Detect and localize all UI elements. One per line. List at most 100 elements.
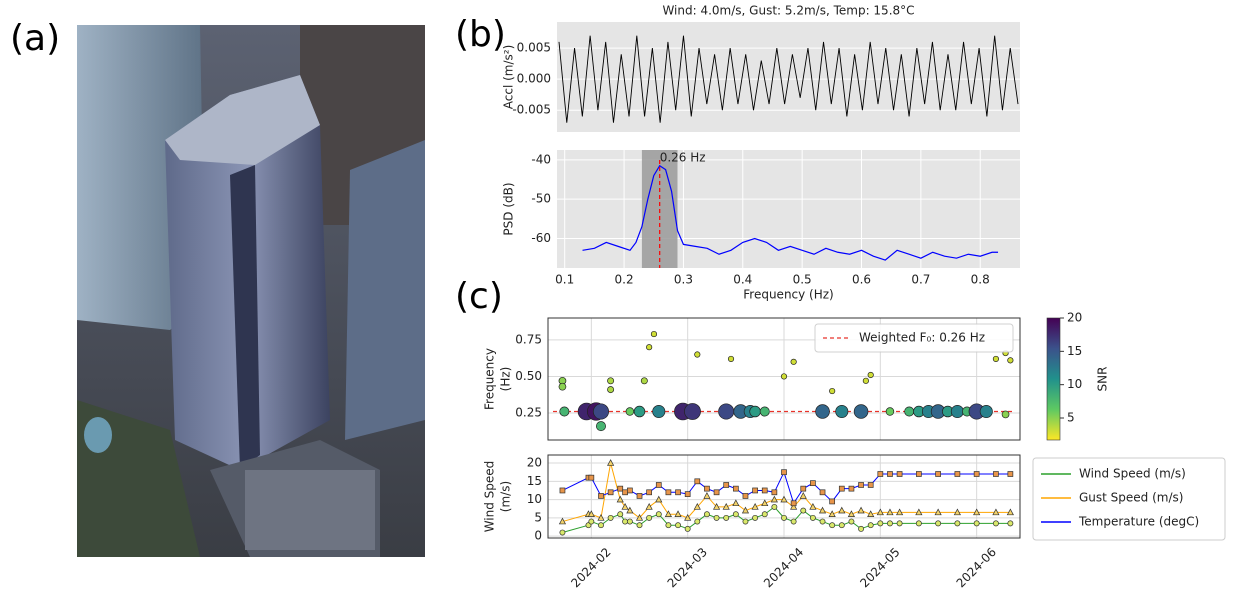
- y-axis-label: PSD (dB): [502, 182, 516, 235]
- data-point: [607, 386, 615, 394]
- building-photo: [77, 25, 425, 557]
- data-point: [607, 489, 614, 496]
- data-point: [934, 508, 942, 516]
- data-point: [904, 406, 915, 417]
- plot-background: [557, 150, 1020, 268]
- data-point: [694, 478, 701, 485]
- data-point: [684, 525, 691, 532]
- legend-label: Temperature (degC): [1078, 515, 1199, 529]
- data-point: [761, 499, 769, 507]
- data-point: [896, 520, 903, 527]
- data-point: [799, 492, 807, 499]
- legend-label: Gust Speed (m/s): [1079, 491, 1183, 505]
- data-point: [741, 506, 750, 514]
- data-point: [790, 358, 797, 365]
- data-point: [829, 498, 836, 505]
- data-point: [809, 502, 817, 510]
- y-tick-label: -60: [531, 231, 551, 245]
- data-point: [559, 529, 566, 536]
- data-point: [885, 407, 895, 416]
- data-point: [607, 514, 614, 521]
- data-point: [790, 500, 797, 507]
- data-point: [876, 508, 884, 516]
- data-point: [749, 405, 761, 418]
- data-point: [771, 503, 778, 510]
- data-point: [732, 499, 740, 507]
- data-point: [781, 469, 787, 476]
- data-point: [992, 508, 1000, 516]
- data-point: [587, 510, 595, 517]
- x-axis-label: Frequency (Hz): [743, 288, 834, 302]
- data-point: [694, 351, 701, 358]
- data-point: [646, 514, 653, 521]
- signal-line: [558, 35, 1019, 123]
- data-point: [718, 403, 735, 420]
- data-point: [935, 520, 942, 527]
- data-point: [954, 471, 961, 477]
- plot-frame: [547, 454, 1021, 539]
- data-point: [848, 518, 855, 525]
- data-point: [992, 355, 1000, 363]
- y-tick-label: 10: [527, 492, 542, 506]
- data-point: [650, 330, 658, 338]
- data-point: [858, 482, 864, 488]
- data-point: [558, 382, 567, 391]
- data-point: [993, 471, 999, 477]
- data-point: [617, 485, 624, 492]
- data-point: [973, 471, 980, 477]
- y-axis-label: Accl (m/s²): [502, 45, 516, 110]
- data-point: [694, 518, 701, 525]
- data-point: [867, 482, 874, 488]
- data-point: [800, 485, 807, 492]
- data-point: [742, 518, 749, 525]
- data-point: [1007, 520, 1014, 527]
- y-tick-label: -40: [531, 152, 551, 166]
- y-tick-label: 0.25: [515, 405, 542, 419]
- peak-label: 0.26 Hz: [660, 151, 706, 165]
- data-point: [627, 487, 633, 494]
- data-point: [665, 489, 672, 496]
- data-point: [622, 518, 629, 525]
- data-point: [646, 489, 652, 496]
- signal-line: [582, 164, 999, 261]
- data-point: [973, 508, 981, 516]
- data-point: [752, 487, 758, 494]
- data-point: [664, 510, 672, 517]
- data-point: [915, 520, 922, 527]
- data-point: [761, 511, 768, 518]
- colorbar-tick-label: 20: [1067, 311, 1082, 325]
- y-tick-label: 0.75: [515, 332, 542, 346]
- data-point: [838, 485, 845, 492]
- data-point: [761, 487, 768, 494]
- data-point: [896, 508, 904, 516]
- data-point: [853, 404, 869, 419]
- x-tick-label: 2024-05: [857, 545, 902, 590]
- y-axis-label: (Hz): [499, 367, 513, 392]
- y-axis-label: Frequency: [483, 348, 497, 410]
- y-tick-label: 0.50: [515, 369, 542, 383]
- data-point: [655, 511, 662, 518]
- data-point: [704, 485, 710, 492]
- data-point: [973, 520, 980, 527]
- data-point: [674, 510, 682, 517]
- colorbar-tick-label: 5: [1067, 411, 1075, 425]
- data-point: [770, 495, 778, 503]
- data-point: [597, 513, 605, 521]
- data-point: [635, 513, 644, 521]
- data-point: [759, 406, 770, 417]
- colorbar: [1046, 317, 1061, 441]
- data-point: [809, 514, 816, 521]
- x-tick-label: 0.5: [793, 273, 812, 287]
- data-point: [1001, 410, 1010, 419]
- panel-label: (a): [10, 18, 60, 59]
- data-point: [595, 421, 606, 432]
- data-point: [655, 495, 663, 503]
- data-point: [559, 487, 566, 494]
- data-point: [818, 506, 827, 514]
- data-point: [950, 404, 964, 419]
- data-point: [935, 471, 941, 477]
- data-point: [800, 507, 807, 514]
- data-point: [1007, 471, 1014, 477]
- data-point: [835, 404, 849, 419]
